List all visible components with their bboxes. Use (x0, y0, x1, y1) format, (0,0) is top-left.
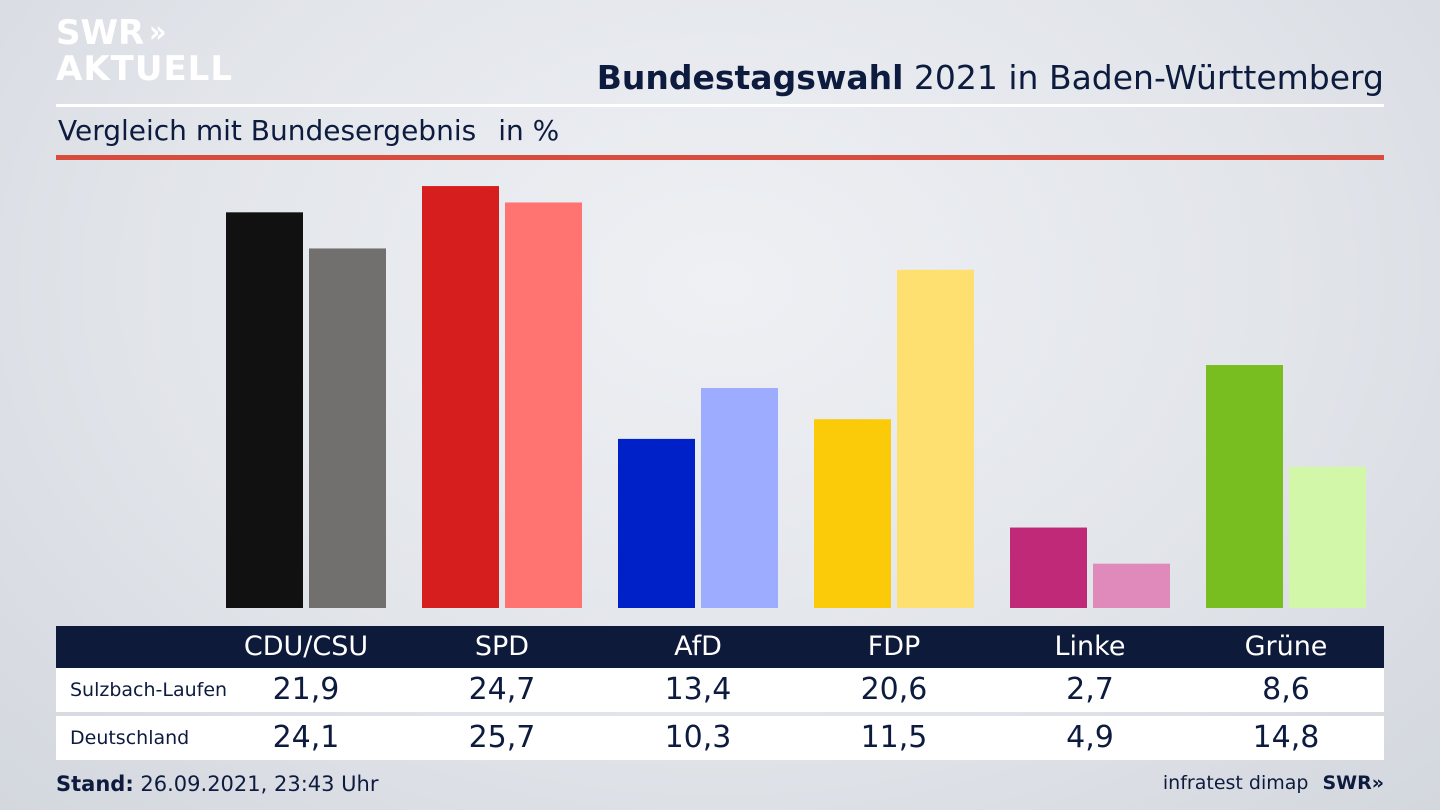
party-header: FDP (867, 631, 921, 662)
source-text: infratest dimap (1162, 772, 1309, 794)
value-cell: 14,8 (1252, 720, 1320, 755)
bar-linke-a (1010, 527, 1087, 608)
unit-label: in % (498, 114, 560, 147)
subtitle-text: Vergleich mit Bundesergebnis (58, 114, 477, 147)
table-header: CDU/CSU SPD AfD FDP Linke Grüne (56, 626, 1384, 668)
bar-fdp-b (897, 269, 974, 608)
bar-afd-a (618, 438, 695, 608)
value-cell: 13,4 (664, 672, 732, 707)
bar-cdu-csu-b (309, 248, 386, 608)
party-header: SPD (474, 631, 530, 662)
value-cell: 24,1 (272, 720, 340, 755)
value-cell: 24,7 (468, 672, 536, 707)
logo-aktuell-text: AKTUELL (56, 49, 234, 89)
value-cell: 10,3 (664, 720, 732, 755)
bar-gr-ne-b (1289, 466, 1366, 608)
bar-linke-b (1093, 563, 1170, 608)
bar-gr-ne-a (1206, 365, 1283, 608)
table-row: Deutschland 24,1 25,7 10,3 11,5 4,9 14,8 (56, 716, 1384, 760)
title-rest: 2021 in Baden-Württemberg (903, 58, 1384, 97)
value-cell: 2,7 (1066, 672, 1114, 707)
swr-brand-logo: SWR» (1322, 772, 1384, 794)
value-cell: 25,7 (468, 720, 536, 755)
timestamp: Stand: 26.09.2021, 23:43 Uhr (56, 772, 379, 796)
value-cell: 4,9 (1066, 720, 1114, 755)
value-cell: 11,5 (860, 720, 928, 755)
table-row: Sulzbach-Laufen 21,9 24,7 13,4 20,6 2,7 8,6 (56, 668, 1384, 712)
source-credit: infratest dimap SWR» (1163, 772, 1384, 794)
bar-afd-b (701, 388, 778, 608)
results-table: CDU/CSU SPD AfD FDP Linke Grüne Sulzbach-Lauf… (56, 626, 1384, 760)
title-divider (56, 104, 1384, 107)
page-title: Bundestagswahl 2021 in Baden-Württemberg (597, 58, 1384, 97)
bar-spd-a (422, 186, 499, 609)
party-header: CDU/CSU (243, 631, 369, 662)
party-header: AfD (674, 631, 722, 662)
stand-value: 26.09.2021, 23:43 Uhr (133, 772, 379, 796)
value-cell: 20,6 (860, 672, 928, 707)
bar-cdu-csu-a (226, 212, 303, 608)
subtitle-divider (56, 155, 1384, 160)
swr-aktuell-logo: SWR» AKTUELL (56, 16, 233, 86)
logo-swr-text: SWR (56, 13, 145, 53)
value-cell: 8,6 (1262, 672, 1310, 707)
chart-subtitle: Vergleich mit Bundesergebnis in % (58, 114, 559, 147)
bar-fdp-a (814, 419, 891, 608)
logo-chevrons-icon: » (149, 15, 167, 50)
party-header: Grüne (1244, 631, 1328, 662)
value-cell: 21,9 (272, 672, 340, 707)
party-header: Linke (1054, 631, 1126, 662)
title-bold: Bundestagswahl (596, 58, 904, 97)
stand-label: Stand: (56, 772, 134, 796)
bar-spd-b (505, 202, 582, 609)
row-label: Deutschland (70, 727, 190, 749)
row-label: Sulzbach-Laufen (70, 679, 228, 701)
